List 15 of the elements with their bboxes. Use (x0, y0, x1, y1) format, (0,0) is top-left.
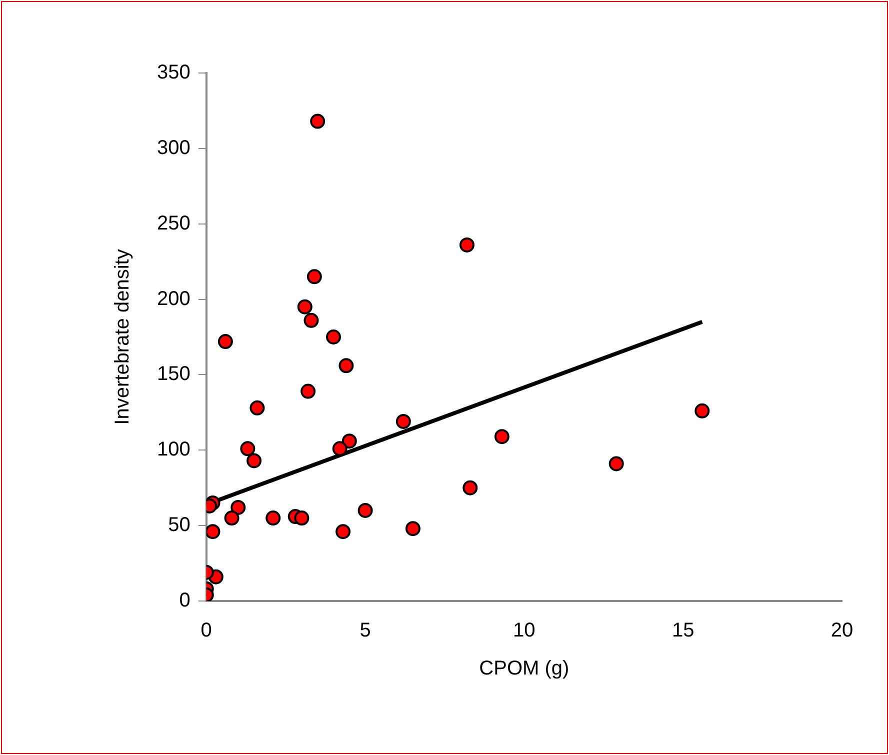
y-tick-label: 200 (156, 288, 190, 310)
y-tick-label: 250 (156, 212, 190, 234)
y-tick-label: 350 (156, 62, 190, 84)
y-tick-label: 50 (168, 514, 190, 536)
y-tick-label: 300 (156, 136, 190, 159)
x-axis-title: CPOM (g) (479, 658, 570, 680)
x-tick-label: 5 (360, 620, 371, 642)
x-tick-label: 15 (672, 620, 694, 642)
y-tick-label: 0 (179, 590, 190, 612)
y-tick-label: 150 (156, 363, 190, 386)
x-tick-label: 10 (513, 620, 536, 642)
x-tick-label: 20 (830, 620, 854, 642)
y-axis-title: Invertebrate density (112, 249, 134, 425)
y-tick-label: 100 (156, 438, 190, 461)
x-tick-label: 0 (200, 620, 212, 642)
